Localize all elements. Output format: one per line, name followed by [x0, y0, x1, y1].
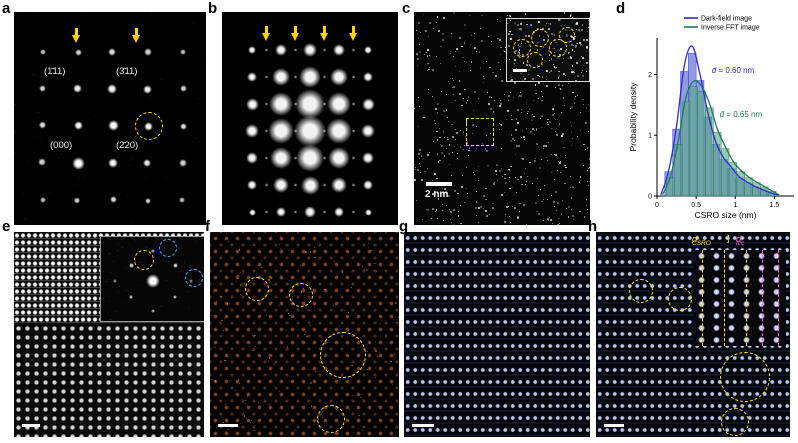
dashed-circle-annotation	[513, 39, 531, 57]
d-csro-label: d CSRO	[692, 235, 711, 247]
dashed-circle-annotation	[629, 279, 653, 303]
d-fcc-spacing-line	[762, 250, 763, 346]
dashed-circle-annotation-blue	[159, 239, 177, 257]
y-axis-label: Probability density	[628, 82, 638, 152]
dashed-circle-annotation	[720, 352, 770, 402]
brace-glyph: }	[727, 233, 731, 244]
d-csro-subscript: CSRO	[692, 239, 711, 247]
x-axis-label: CSRO size (nm)	[695, 210, 757, 220]
panel-g-letter: g	[399, 218, 409, 235]
lattice-image	[404, 232, 590, 437]
dashed-circle-annotation	[668, 287, 692, 311]
nanobeam-diffraction-image	[222, 12, 398, 225]
d-fcc-label: d fcc	[736, 235, 744, 247]
down-arrow-icon	[262, 26, 271, 41]
svg-text:0: 0	[655, 202, 659, 209]
dashed-circle-annotation	[559, 27, 575, 43]
dark-field-image: 2 nm	[414, 12, 590, 225]
scale-bar	[218, 424, 238, 427]
roi-dashed-box	[466, 118, 494, 146]
mean-annotation-0: d̄ = 0.60 nm	[712, 66, 755, 75]
spacing-inset	[694, 250, 786, 346]
hkl-label-311: (3̄11)	[116, 66, 138, 77]
scale-bar-label: 2 nm	[425, 189, 449, 200]
dashed-circle-annotation	[289, 283, 313, 307]
down-arrow-icon	[320, 26, 329, 41]
panel-a-letter: a	[2, 0, 11, 17]
panel-h-letter: h	[588, 218, 598, 235]
inverse-fft-csro-image	[210, 232, 399, 437]
d-csro-spacing-line	[702, 250, 703, 346]
scale-bar	[412, 424, 434, 427]
panel-e-letter: e	[2, 218, 11, 235]
down-arrow-icon	[291, 26, 300, 41]
density-curve-0	[660, 45, 778, 196]
bars-1	[666, 86, 777, 197]
scale-bar	[513, 69, 527, 72]
dashed-circle-annotation	[721, 408, 749, 436]
svg-text:2: 2	[648, 72, 652, 79]
panel-b-letter: b	[208, 0, 218, 17]
down-arrow-icon	[349, 26, 358, 41]
dashed-circle-annotation	[531, 29, 549, 47]
dashed-circle-annotation	[527, 52, 543, 68]
scale-bar	[604, 424, 624, 427]
mean-annotation-1: d̄ = 0.65 nm	[720, 110, 763, 119]
hkl-label-111: (1̄11)	[44, 66, 66, 77]
saed-diffraction-image: (1̄11) (3̄11) (000) (2̄20)	[14, 12, 206, 225]
svg-text:Inverse FFT image: Inverse FFT image	[701, 25, 760, 32]
panel-f-letter: f	[205, 218, 210, 235]
d-csro-spacing-line	[746, 250, 747, 346]
legend: Dark-field image Inverse FFT image	[684, 16, 760, 32]
d-fcc-spacing-line	[778, 250, 779, 346]
dashed-circle-annotation-blue	[185, 269, 203, 287]
hkl-label-000: (000)	[50, 140, 73, 151]
scale-bar	[22, 424, 40, 427]
hkl-label-220: (2̄20)	[116, 140, 139, 151]
haadf-lattice-image	[14, 232, 204, 437]
svg-text:1.5: 1.5	[770, 202, 780, 209]
panel-c-letter: c	[402, 0, 411, 17]
svg-text:1: 1	[648, 133, 652, 140]
dashed-circle-annotation	[245, 277, 269, 301]
svg-text:0: 0	[648, 194, 652, 201]
csro-size-distribution-chart: 0 0.5 1 1.5 0 1 2 CSRO size (nm) Probability den…	[628, 16, 794, 220]
svg-text:Dark-field image: Dark-field image	[701, 16, 752, 23]
dashed-circle-annotation	[317, 405, 345, 433]
csro-size-chart-panel: 0 0.5 1 1.5 0 1 2 CSRO size (nm) Probability den…	[628, 6, 796, 232]
svg-text:1: 1	[733, 202, 737, 209]
scale-bar	[426, 182, 452, 186]
density-curve-1	[661, 79, 780, 196]
magnified-inset	[506, 18, 590, 82]
d-fcc-subscript: fcc	[736, 239, 745, 247]
panel-d-letter: d	[616, 0, 626, 17]
fft-inset	[100, 236, 204, 322]
dashed-circle-annotation	[134, 250, 154, 270]
svg-text:0.5: 0.5	[691, 202, 701, 209]
dashed-circle-annotation	[135, 112, 163, 140]
down-arrow-icon	[72, 28, 81, 43]
lattice-region-bottom	[14, 324, 204, 437]
dashed-circle-annotation	[320, 332, 366, 378]
d-csro-spacing-line	[724, 250, 725, 346]
down-arrow-icon	[132, 28, 141, 43]
lattice-image-annotated: d CSRO } d fcc	[596, 232, 790, 437]
